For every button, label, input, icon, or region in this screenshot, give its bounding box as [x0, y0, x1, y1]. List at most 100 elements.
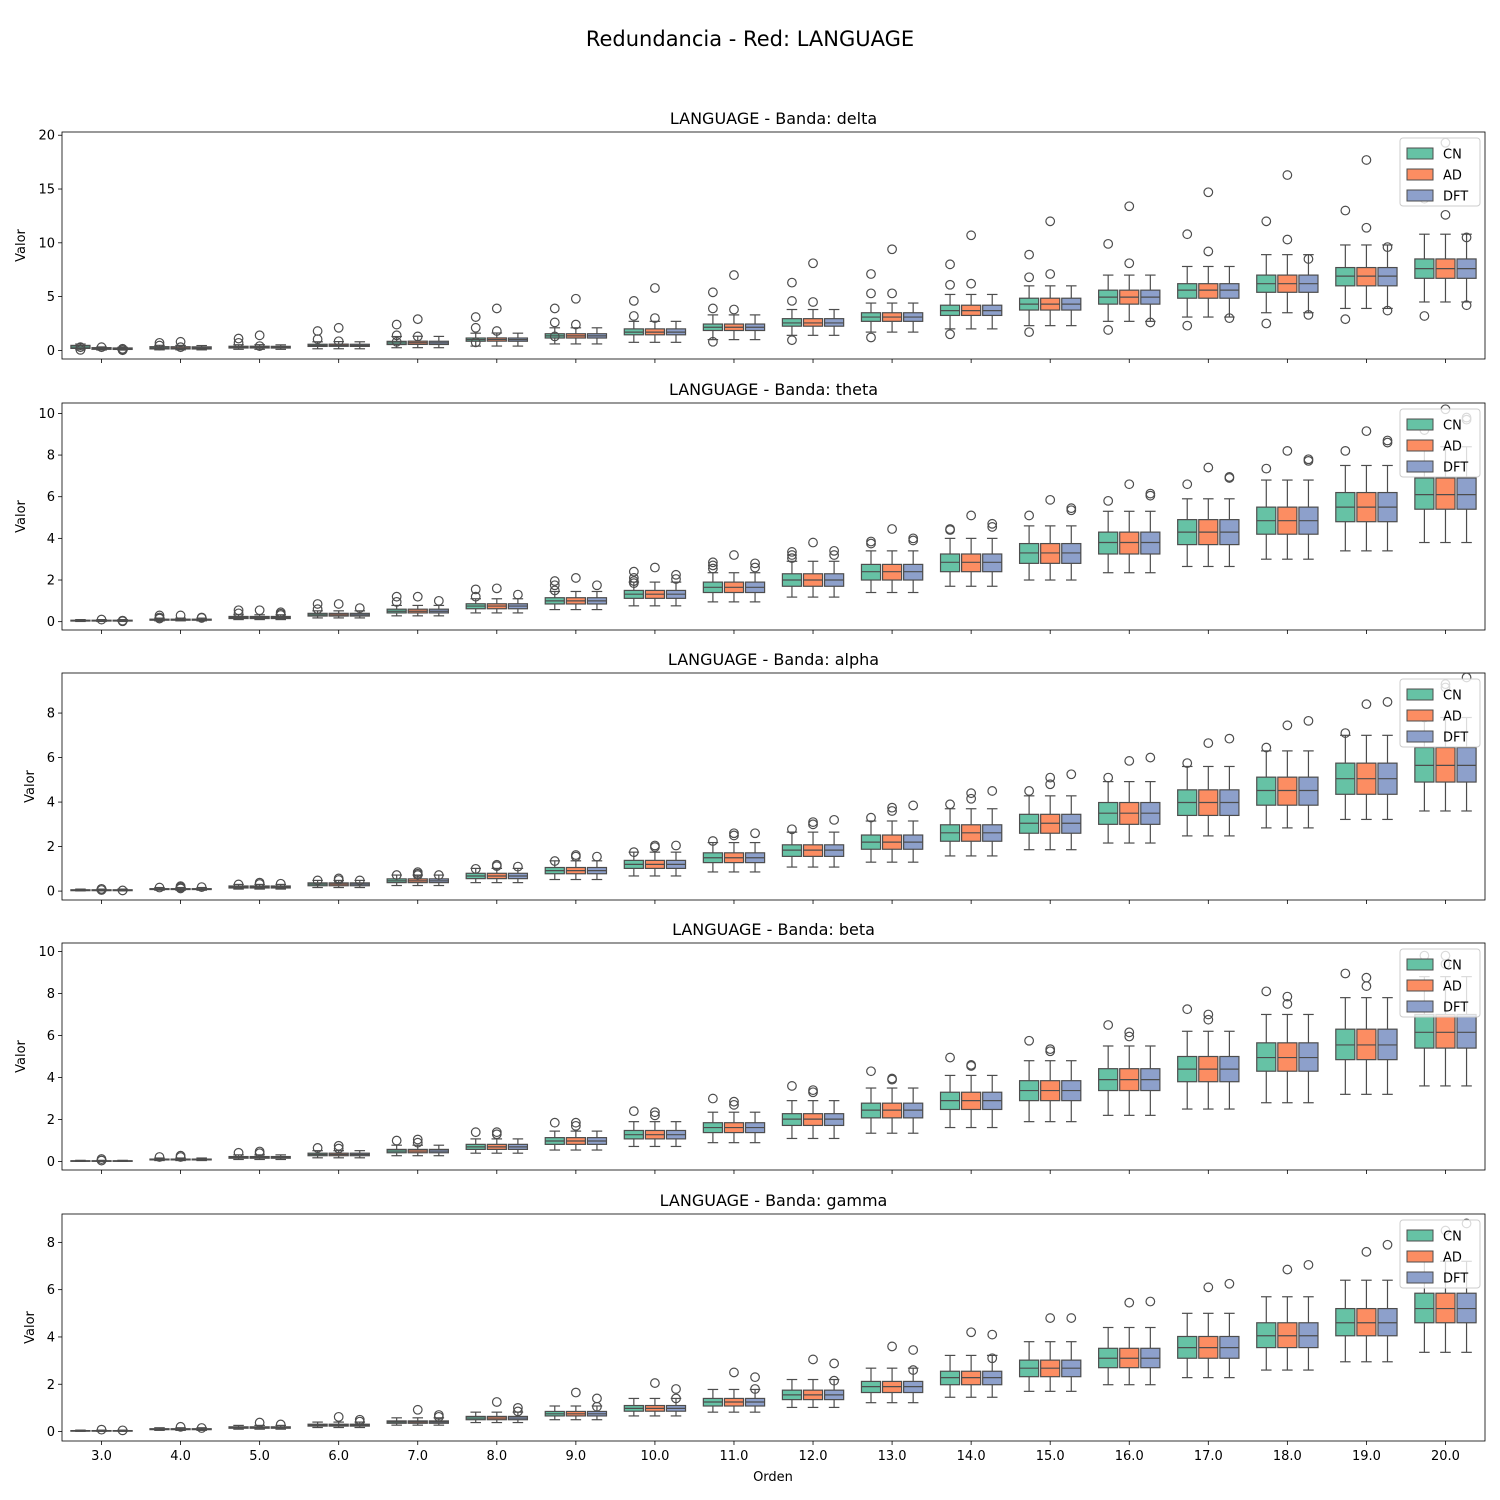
outlier-point	[908, 533, 919, 544]
outlier-point	[787, 1081, 797, 1091]
plot-frame	[61, 942, 1486, 1171]
box-DFT-6.0	[349, 603, 370, 619]
box-CN-19.0	[1335, 728, 1356, 821]
outlier-point	[650, 283, 660, 293]
legend-swatch-AD	[1406, 1250, 1434, 1263]
box-CN-16.0	[1098, 238, 1119, 335]
outlier-point	[1045, 1044, 1056, 1055]
box-DFT-20.0	[1456, 232, 1477, 311]
outlier-point	[671, 840, 681, 851]
box-CN-15.0	[1018, 1035, 1040, 1123]
outlier-point	[866, 269, 876, 279]
outlier-point	[470, 322, 481, 333]
outlier-point	[592, 1401, 602, 1412]
outlier-point	[512, 589, 523, 600]
outlier-point	[549, 580, 560, 591]
boxes	[70, 1218, 1477, 1436]
outlier-point	[154, 1152, 165, 1162]
y-tick-label: 2	[47, 1113, 55, 1128]
box-AD-9.0	[565, 1387, 587, 1421]
box-AD-9.0	[565, 293, 587, 345]
outlier-point	[196, 882, 207, 892]
outlier-point	[707, 557, 718, 568]
outlier-point	[1182, 1004, 1193, 1015]
box-CN-3.0	[70, 618, 91, 623]
legend-swatch-AD	[1406, 709, 1434, 722]
outlier-point	[412, 591, 423, 602]
box-CN-14.0	[939, 1052, 961, 1129]
box-AD-3.0	[91, 614, 112, 625]
outlier-point	[433, 870, 444, 880]
outlier-point	[175, 610, 186, 621]
box-AD-8.0	[486, 1127, 507, 1154]
outlier-point	[1382, 437, 1393, 448]
y-axis-label: Valor	[14, 499, 29, 532]
box-CN-10.0	[623, 296, 644, 343]
y-tick-label: 0	[47, 344, 55, 359]
box-DFT-4.0	[191, 344, 212, 351]
box-AD-14.0	[960, 788, 982, 857]
box-DFT-14.0	[982, 518, 1003, 587]
x-tick-label: 4.0	[170, 1449, 191, 1464]
outlier-point	[628, 296, 639, 306]
box-AD-13.0	[881, 802, 903, 863]
outlier-point	[966, 230, 977, 241]
panel-3: LANGUAGE - Banda: beta Valor 0 2 4 6 8 10 CN AD DF…	[14, 920, 1486, 1174]
box-AD-15.0	[1040, 494, 1061, 581]
outlier-point	[1145, 317, 1156, 328]
box-DFT-11.0	[744, 314, 766, 341]
panel-4: LANGUAGE - Banda: gamma Valor 0 2 4 6 8 3.0 4.0 5…	[23, 1191, 1486, 1464]
box-DFT-7.0	[428, 1410, 449, 1426]
box-CN-8.0	[465, 584, 486, 614]
box-DFT-10.0	[665, 1121, 687, 1148]
outlier-point	[650, 842, 660, 852]
outlier-point	[1361, 426, 1372, 437]
box-DFT-12.0	[823, 1100, 845, 1140]
outlier-point	[908, 1345, 919, 1355]
outlier-point	[1145, 752, 1156, 763]
y-tick-label: 2	[47, 574, 55, 589]
outlier-point	[966, 788, 977, 799]
outlier-point	[470, 312, 481, 322]
box-DFT-15.0	[1061, 503, 1082, 581]
outlier-point	[945, 799, 955, 810]
box-CN-13.0	[860, 269, 882, 343]
box-DFT-9.0	[586, 1393, 608, 1421]
outlier-point	[1340, 314, 1351, 325]
box-CN-18.0	[1256, 463, 1277, 560]
box-CN-11.0	[702, 836, 724, 873]
box-DFT-6.0	[349, 875, 370, 889]
box-CN-20.0	[1414, 425, 1435, 544]
box-CN-4.0	[149, 882, 170, 893]
box-CN-14.0	[939, 524, 961, 587]
outlier-point	[1282, 234, 1293, 245]
outlier-point	[1103, 495, 1114, 506]
box-CN-19.0	[1335, 1279, 1356, 1363]
outlier-point	[354, 1416, 365, 1427]
box-CN-14.0	[939, 799, 961, 857]
box-AD-16.0	[1119, 479, 1140, 574]
outlier-point	[233, 605, 244, 616]
box-DFT-5.0	[270, 878, 291, 890]
box-CN-16.0	[1098, 1020, 1119, 1116]
box-AD-4.0	[170, 610, 191, 622]
outlier-point	[275, 610, 286, 620]
outlier-point	[1103, 325, 1114, 335]
outlier-point	[987, 786, 998, 796]
y-tick-label: 6	[47, 490, 55, 505]
outlier-point	[196, 1423, 207, 1433]
y-tick-label: 20	[38, 129, 55, 144]
outlier-point	[312, 1143, 323, 1153]
outlier-point	[1124, 1297, 1135, 1308]
outlier-point	[987, 1353, 998, 1364]
box-CN-11.0	[702, 1093, 724, 1144]
outlier-point	[96, 885, 107, 895]
box-DFT-4.0	[191, 1157, 212, 1162]
outlier-point	[729, 830, 739, 841]
box-DFT-6.0	[349, 1414, 370, 1429]
box-DFT-10.0	[665, 840, 687, 877]
outlier-point	[391, 591, 402, 602]
outlier-point	[549, 331, 560, 342]
outlier-point	[1024, 786, 1035, 796]
box-DFT-14.0	[982, 786, 1003, 857]
